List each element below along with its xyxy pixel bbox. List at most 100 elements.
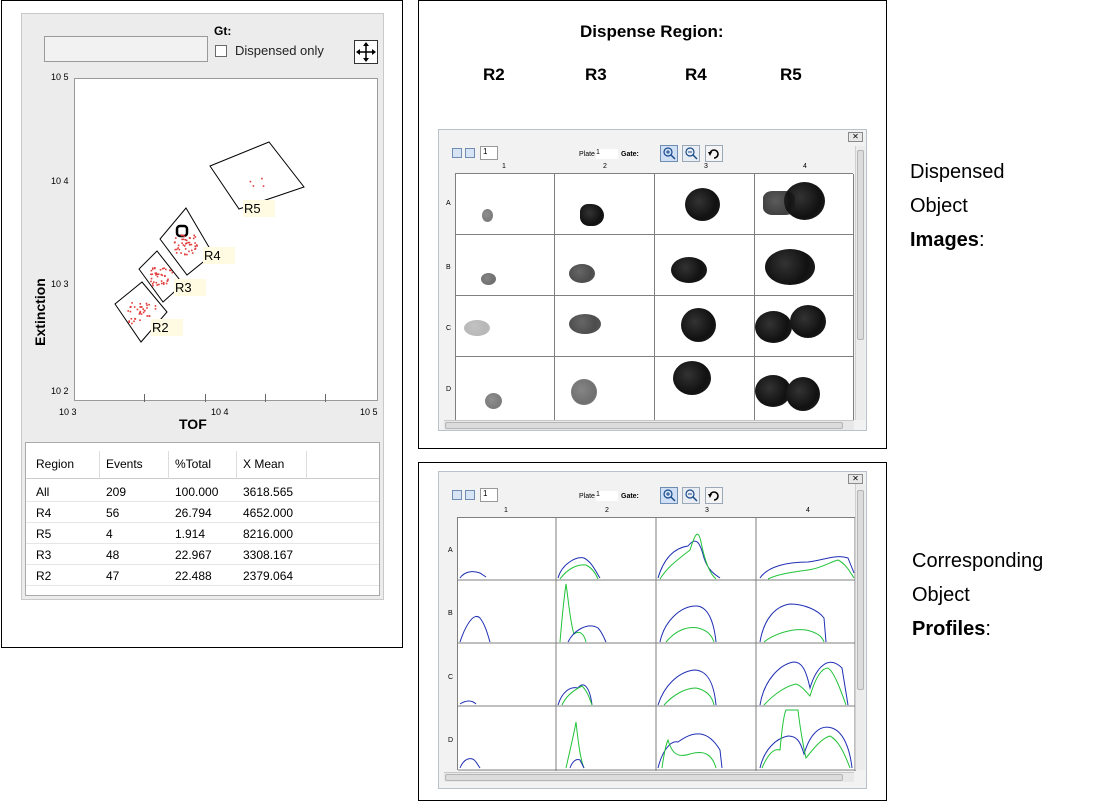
close-button[interactable]: ✕ xyxy=(848,132,863,142)
zoom-extent-button[interactable] xyxy=(354,40,378,64)
profiles-side-bold: Profiles xyxy=(912,618,986,640)
plate-select[interactable]: 1 xyxy=(596,491,618,501)
header-divider xyxy=(168,451,169,479)
gate-label: Gate: xyxy=(621,493,639,500)
images-side-suffix: : xyxy=(978,229,985,251)
image-cell-a1[interactable] xyxy=(456,174,555,235)
image-cell-c4[interactable] xyxy=(755,296,854,357)
image-cell-a4[interactable] xyxy=(755,174,854,235)
horizontal-scrollbar[interactable] xyxy=(444,772,854,782)
scroll-thumb[interactable] xyxy=(857,490,864,690)
column-header: 1 xyxy=(504,507,508,514)
vertical-scrollbar[interactable] xyxy=(855,146,865,420)
y-tick-label: 10 3 xyxy=(51,279,69,289)
dispensed-only-label: Dispensed only xyxy=(235,43,324,58)
scatter-point xyxy=(165,282,168,285)
row-header: D xyxy=(448,737,454,744)
scatter-point xyxy=(184,253,186,256)
image-cell-b2[interactable] xyxy=(555,235,655,296)
scroll-thumb[interactable] xyxy=(445,422,843,429)
zoom-in-icon xyxy=(663,489,676,502)
scatter-point xyxy=(161,267,164,270)
image-cell-d3[interactable] xyxy=(655,357,755,421)
scatter-point xyxy=(183,235,186,238)
profile-green-d3 xyxy=(661,738,717,769)
x-tick-mark xyxy=(205,394,206,402)
profile-green-d2 xyxy=(565,721,585,769)
previous-page-button[interactable] xyxy=(452,148,462,158)
table-row[interactable]: R3 48 22.967 3308.167 xyxy=(26,544,379,565)
scatter-point xyxy=(262,185,265,187)
image-cell-a2[interactable] xyxy=(555,174,655,235)
page-number-field[interactable]: 1 xyxy=(480,488,498,502)
zoom-in-button[interactable] xyxy=(660,487,678,504)
scatter-point xyxy=(155,281,158,284)
zoom-out-button[interactable] xyxy=(682,145,700,162)
image-cell-d1[interactable] xyxy=(456,357,555,421)
horizontal-scrollbar[interactable] xyxy=(444,420,854,430)
cell: 3618.565 xyxy=(243,485,294,499)
close-icon: ✕ xyxy=(852,132,859,141)
scatter-plot-area[interactable]: R5 R4 R3 R2 xyxy=(74,78,378,402)
image-cell-b1[interactable] xyxy=(456,235,555,296)
profile-blue-a1 xyxy=(459,571,487,579)
cell: All xyxy=(36,485,50,499)
scatter-point xyxy=(161,282,163,285)
image-cell-c1[interactable] xyxy=(456,296,555,357)
column-header: 4 xyxy=(803,163,807,170)
cell: 1.914 xyxy=(175,527,206,541)
image-cell-b4[interactable] xyxy=(755,235,854,296)
scatter-point xyxy=(173,241,176,244)
previous-page-button[interactable] xyxy=(452,490,462,500)
zoom-in-button[interactable] xyxy=(660,145,678,162)
profile-blue-c4 xyxy=(759,661,849,706)
image-cell-d4[interactable] xyxy=(755,357,854,421)
header-region[interactable]: Region xyxy=(36,457,75,471)
profiles-grid xyxy=(457,517,856,771)
dispensed-only-checkbox[interactable] xyxy=(215,45,227,57)
images-side-line3: Images: xyxy=(910,223,1005,257)
next-page-button[interactable] xyxy=(465,148,475,158)
table-row[interactable]: R5 4 1.914 8216.000 xyxy=(26,523,379,544)
scatter-point xyxy=(154,305,157,307)
plate-select[interactable]: 1 xyxy=(596,149,618,159)
scatter-point xyxy=(142,311,145,314)
image-cell-d2[interactable] xyxy=(555,357,655,421)
zoom-out-button[interactable] xyxy=(682,487,700,504)
scatter-point xyxy=(167,278,169,281)
scatter-point xyxy=(160,273,163,276)
refresh-button[interactable] xyxy=(705,145,723,162)
image-cell-a3[interactable] xyxy=(655,174,755,235)
refresh-button[interactable] xyxy=(705,487,723,504)
image-cell-c2[interactable] xyxy=(555,296,655,357)
header-x-mean[interactable]: X Mean xyxy=(243,457,285,471)
object-image xyxy=(569,264,595,283)
page-number-field[interactable]: 1 xyxy=(480,146,498,160)
scroll-thumb[interactable] xyxy=(445,774,843,781)
header-percent-total[interactable]: %Total xyxy=(175,457,212,471)
next-page-button[interactable] xyxy=(465,490,475,500)
region-label-r4: R4 xyxy=(203,247,235,264)
gate-name-field[interactable] xyxy=(44,36,208,62)
cell: 8216.000 xyxy=(243,527,294,541)
scatter-point xyxy=(142,308,144,310)
cell: 22.967 xyxy=(175,548,212,562)
region-header-r3: R3 xyxy=(585,65,607,84)
vertical-scrollbar[interactable] xyxy=(855,484,865,770)
table-row[interactable]: All 209 100.000 3618.565 xyxy=(26,481,379,502)
header-events[interactable]: Events xyxy=(106,457,143,471)
scroll-thumb[interactable] xyxy=(857,150,864,340)
scatter-point xyxy=(185,239,188,242)
table-row[interactable]: R2 47 22.488 2379.064 xyxy=(26,565,379,586)
image-cell-c3[interactable] xyxy=(655,296,755,357)
column-header: 3 xyxy=(704,163,708,170)
image-cell-b3[interactable] xyxy=(655,235,755,296)
scatter-point xyxy=(145,302,148,305)
scatter-point xyxy=(140,313,143,315)
table-row[interactable]: R4 56 26.794 4652.000 xyxy=(26,502,379,523)
header-divider xyxy=(99,451,100,479)
close-button[interactable]: ✕ xyxy=(848,474,863,484)
plate-label: Plate xyxy=(579,493,595,500)
object-image xyxy=(571,379,597,405)
scatter-point xyxy=(150,273,152,276)
